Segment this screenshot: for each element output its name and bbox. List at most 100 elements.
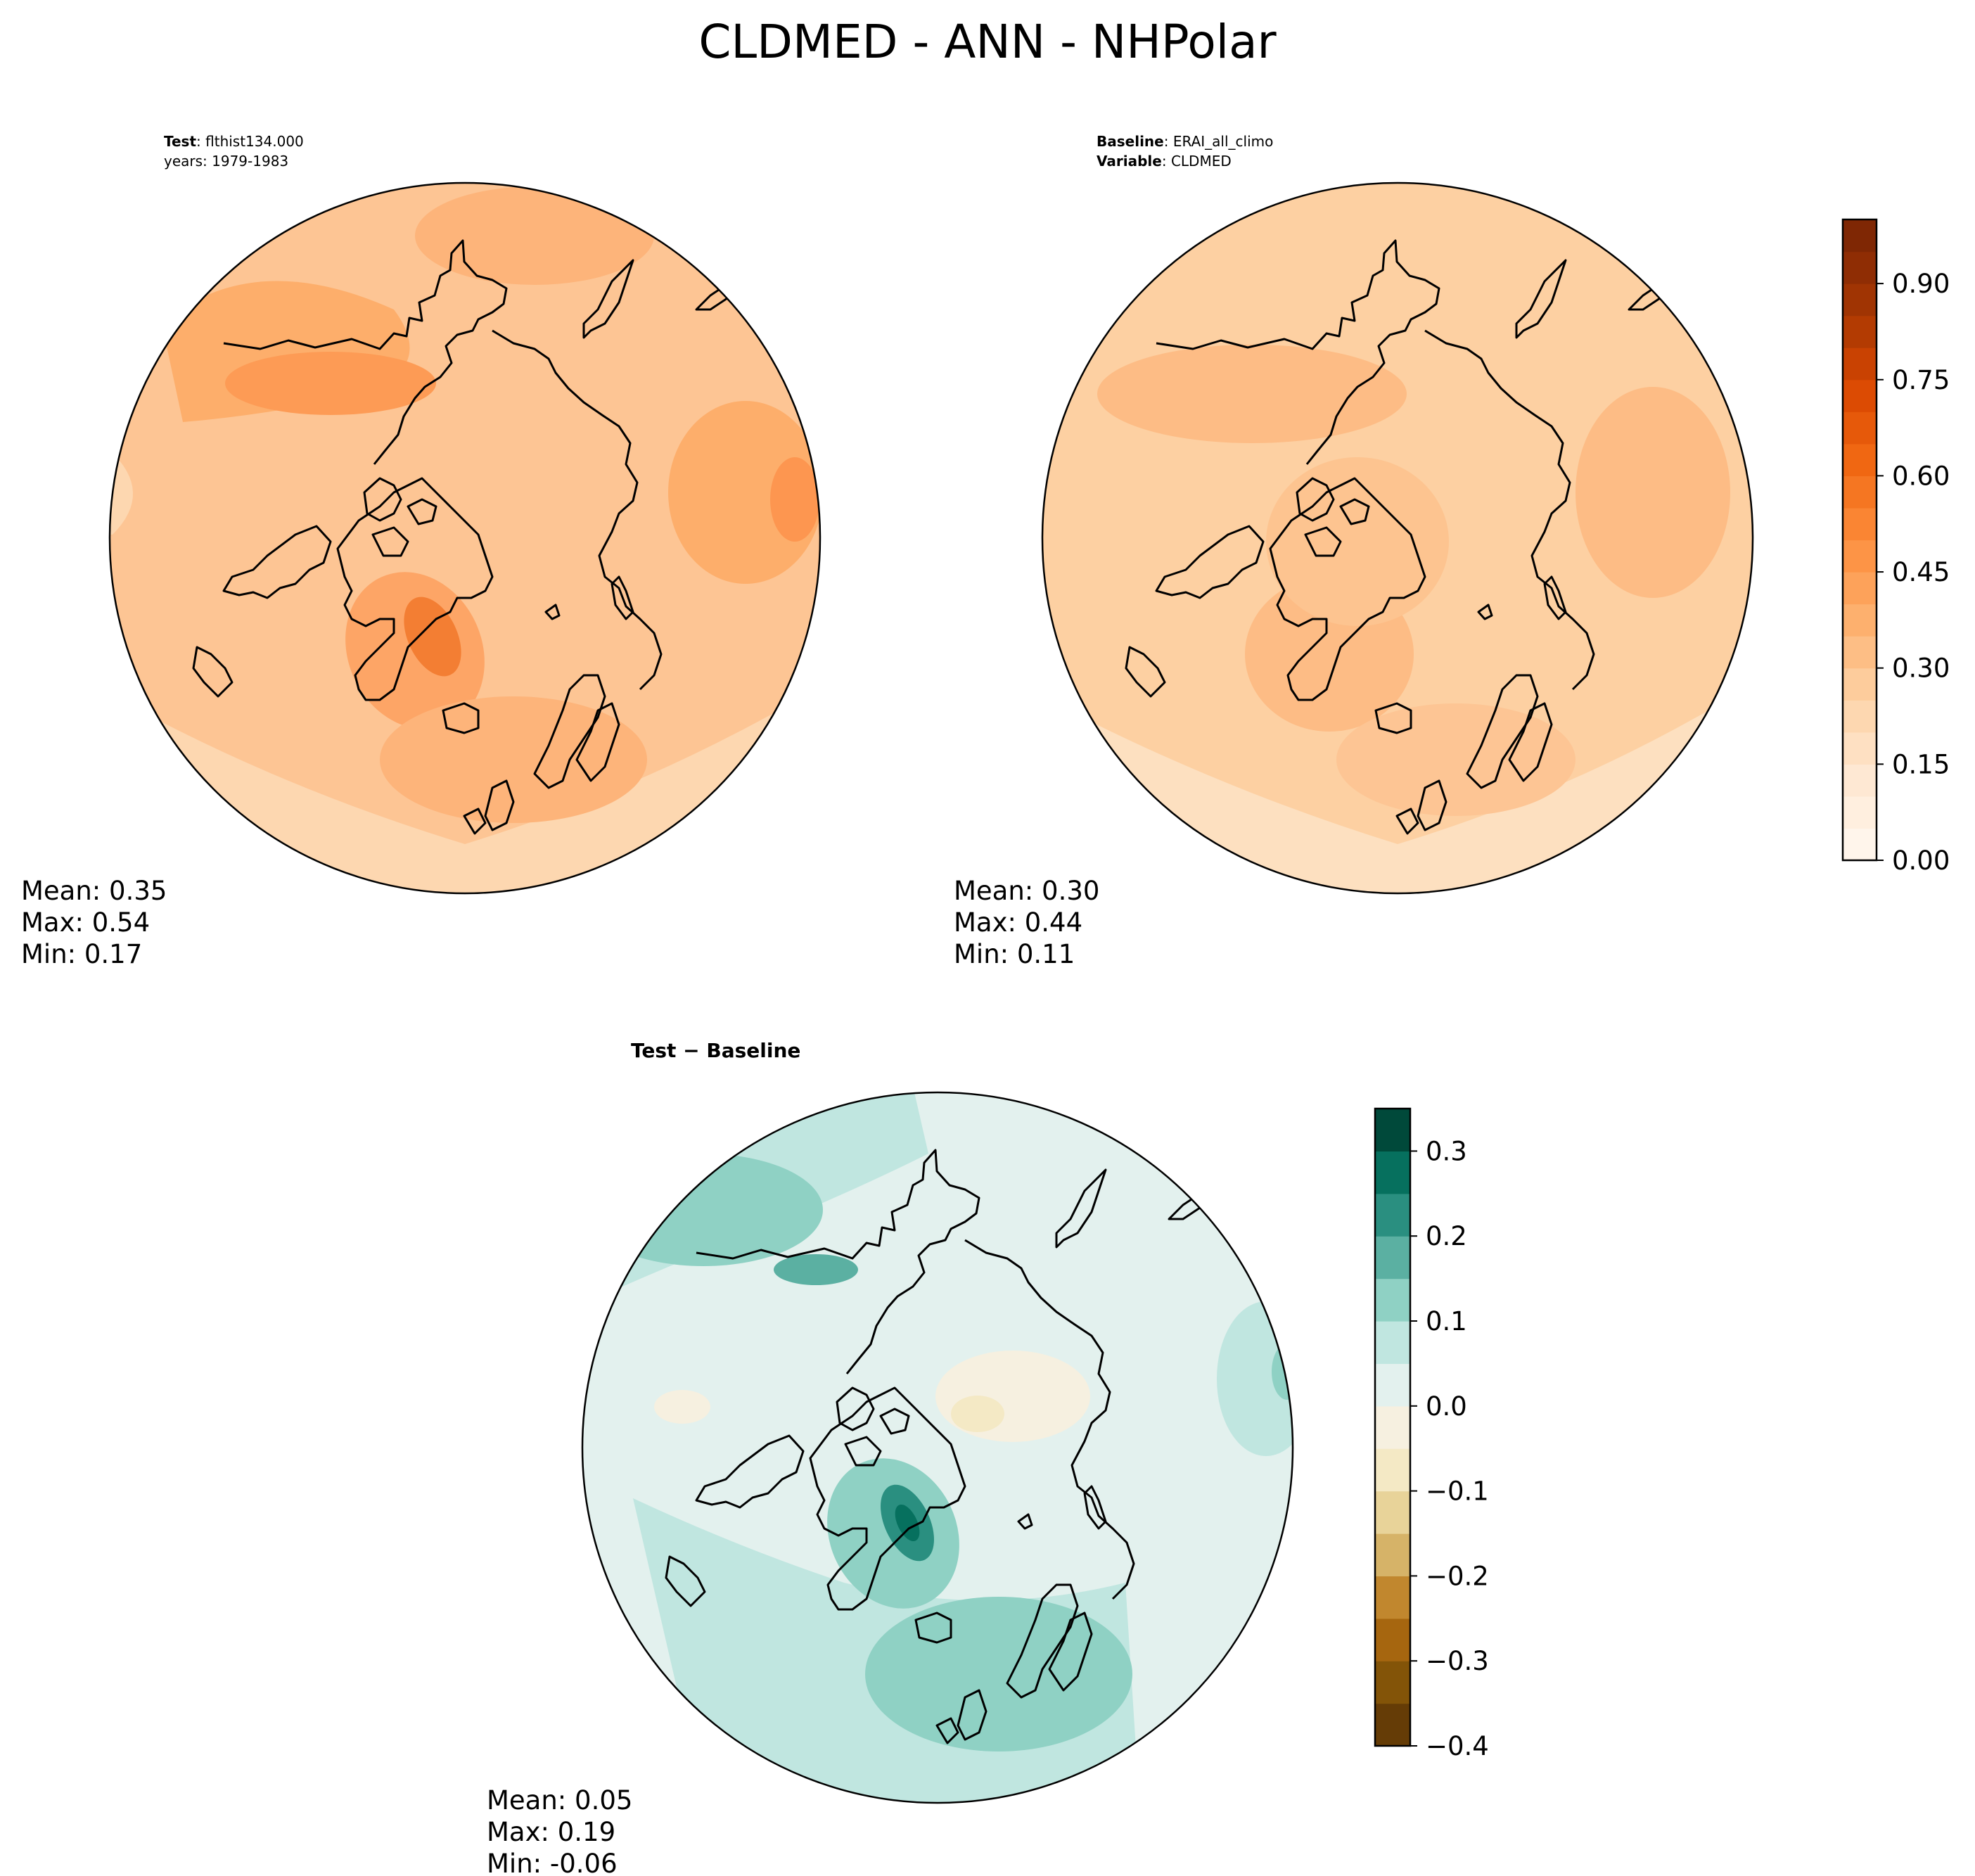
- diff-coast-east-island: [1245, 1654, 1269, 1685]
- diff-coast-archipelago: [836, 1386, 910, 1467]
- baseline-coast-finland: [1508, 702, 1553, 782]
- diff-field-pos-east: [1217, 1301, 1293, 1456]
- colorbar-main-tick-label: 0.45: [1892, 557, 1950, 587]
- baseline-field-high-atlantic: [1336, 703, 1575, 816]
- test-map-boundary: [108, 181, 822, 895]
- test-header-line-1: Test: flthist134.000: [164, 133, 304, 150]
- colorbar-diff-tick-label: 0.2: [1426, 1221, 1467, 1251]
- baseline-map-boundary: [1041, 181, 1754, 895]
- colorbar-main-segment: [1843, 251, 1877, 284]
- colorbar-diff-segment: [1375, 1491, 1410, 1534]
- diff-field-pos-greenland-max: [895, 1504, 920, 1542]
- diff-field-pos-nw-max: [774, 1254, 858, 1285]
- colorbar-main-segment: [1843, 732, 1877, 765]
- baseline-coast-alaska-canada: [1424, 329, 1595, 691]
- colorbar-diff: −0.4 −0.3 −0.2 −0.1 0.0 0.1 0.2 0.3: [1374, 1107, 1489, 1761]
- colorbar-diff-segment: [1375, 1576, 1410, 1619]
- diff-map-field: [582, 1092, 1293, 1803]
- diff-field-pos-nw-strong: [584, 1154, 823, 1266]
- colorbar-diff-segment: [1375, 1703, 1410, 1747]
- diff-coast-greenland: [809, 1386, 966, 1611]
- colorbar-diff-segment: [1375, 1109, 1410, 1151]
- test-field-max-greenland: [404, 596, 461, 677]
- test-field-max-nw: [225, 352, 436, 415]
- baseline-header-key: Baseline: [1097, 133, 1164, 150]
- diff-stat-max: Max: 0.19: [487, 1817, 615, 1847]
- test-field-high-east: [668, 401, 820, 584]
- baseline-stat-mean: Mean: 0.30: [954, 876, 1099, 906]
- diff-field-neg-centre-strong: [951, 1396, 1004, 1432]
- diff-coast-labrador: [665, 1555, 706, 1607]
- baseline-coast-scandinavia-north: [1155, 525, 1265, 599]
- baseline-coast-british-isles: [1395, 779, 1447, 835]
- colorbar-main-tick-label: 0.15: [1892, 749, 1950, 779]
- baseline-variable-sep: :: [1162, 153, 1171, 170]
- colorbar-diff-segment: [1375, 1151, 1410, 1194]
- test-coast-kamchatka: [582, 259, 634, 339]
- test-header-key: Test: [164, 133, 196, 150]
- diff-field-pos-atlantic: [865, 1597, 1132, 1751]
- test-coast-archipelago: [363, 477, 437, 557]
- panel-baseline: Baseline: ERAI_all_climo Variable: CLDME…: [954, 133, 1754, 969]
- colorbar-diff-segment: [1375, 1618, 1410, 1661]
- panel-difference: Test − Baseline: [487, 1039, 1294, 1876]
- baseline-coast-east-island: [1705, 744, 1729, 775]
- test-coast-siberia: [223, 239, 508, 465]
- colorbar-main-segment: [1843, 540, 1877, 573]
- test-coast-svalbard: [544, 575, 634, 620]
- baseline-coast-greenland: [1269, 477, 1426, 701]
- baseline-variable-value: CLDMED: [1171, 153, 1232, 170]
- colorbar-main-segment: [1843, 828, 1877, 861]
- colorbar-main-segment: [1843, 668, 1877, 701]
- colorbar-diff-segment: [1375, 1236, 1410, 1280]
- test-coast-east-island: [772, 744, 796, 775]
- test-coast-scandinavia: [533, 674, 606, 789]
- colorbar-main-segment: [1843, 764, 1877, 797]
- colorbar-diff-segment: [1375, 1533, 1410, 1576]
- figure-title: CLDMED - ANN - NHPolar: [698, 15, 1277, 69]
- test-coast-alaska-canada: [492, 329, 663, 691]
- colorbar-main: 0.00 0.15 0.30 0.45 0.60 0.75 0.90: [1841, 218, 1950, 876]
- colorbar-main-tick-label: 0.75: [1892, 365, 1950, 395]
- colorbar-main-segment: [1843, 507, 1877, 541]
- diff-field-neg-west: [654, 1390, 710, 1424]
- colorbar-diff-segment: [1375, 1193, 1410, 1237]
- colorbar-main-segment: [1843, 443, 1877, 476]
- baseline-field-high-centre: [1266, 457, 1449, 626]
- test-header-value: flthist134.000: [205, 133, 304, 150]
- diff-coast-siberia: [696, 1149, 980, 1374]
- colorbar-diff-segment: [1375, 1278, 1410, 1322]
- baseline-coastlines: [1125, 239, 1729, 835]
- colorbar-main-segment: [1843, 283, 1877, 317]
- test-coast-scandinavia-north: [222, 525, 332, 599]
- diff-field-neg-centre: [935, 1351, 1090, 1442]
- baseline-coast-scandinavia: [1466, 674, 1539, 789]
- colorbar-diff-tick-label: 0.3: [1426, 1136, 1467, 1166]
- diff-coast-alaska-canada: [964, 1239, 1135, 1600]
- test-coastlines: [192, 239, 796, 835]
- colorbar-diff-segment: [1375, 1363, 1410, 1407]
- panel-test: Test: flthist134.000 years: 1979-1983: [21, 133, 822, 969]
- colorbar-main-tick-label: 0.00: [1892, 846, 1950, 876]
- baseline-header-line-2: Variable: CLDMED: [1097, 153, 1232, 170]
- diff-field-neg-north: [1125, 1092, 1252, 1132]
- colorbar-main-segment: [1843, 700, 1877, 733]
- diff-stat-min: Min: -0.06: [487, 1849, 618, 1876]
- baseline-header-value: ERAI_all_climo: [1173, 133, 1274, 150]
- colorbar-diff-tick-label: −0.3: [1426, 1646, 1489, 1676]
- diff-coast-kamchatka: [1055, 1168, 1107, 1249]
- colorbar-main-segment: [1843, 796, 1877, 829]
- diff-coast-iceland: [914, 1612, 952, 1644]
- colorbar-main-tick-label: 0.30: [1892, 653, 1950, 684]
- colorbar-diff-tick-label: 0.1: [1426, 1306, 1467, 1336]
- baseline-field-high-east: [1575, 387, 1730, 598]
- baseline-coast-svalbard: [1477, 575, 1567, 620]
- colorbar-diff-outline: [1374, 1107, 1412, 1747]
- colorbar-main-segment: [1843, 411, 1877, 445]
- baseline-coast-labrador: [1125, 646, 1166, 698]
- diff-coast-svalbard: [1017, 1485, 1107, 1530]
- baseline-header-line-1: Baseline: ERAI_all_climo: [1097, 133, 1273, 150]
- baseline-coast-archipelago: [1296, 477, 1370, 557]
- colorbar-main-segment: [1843, 476, 1877, 509]
- colorbar-main-outline: [1841, 218, 1878, 862]
